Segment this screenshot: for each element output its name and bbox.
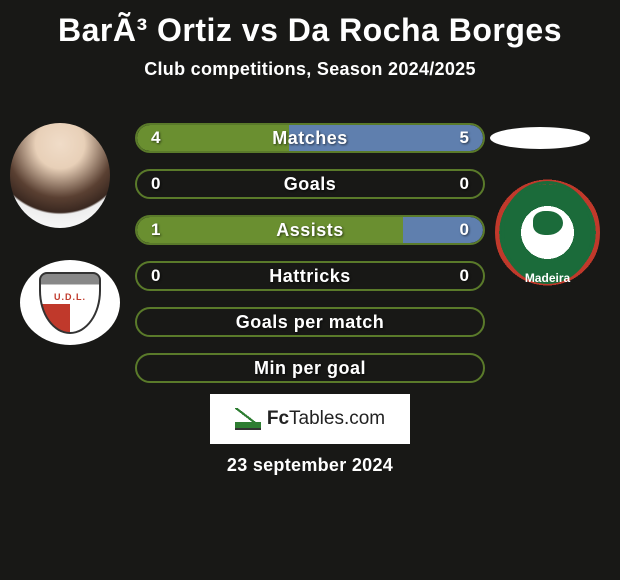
comparison-subtitle: Club competitions, Season 2024/2025 [0,59,620,80]
stat-value-right: 0 [446,263,483,289]
stat-row-mpg: Min per goal [135,353,485,383]
stat-label: Goals [137,171,483,197]
stat-row-gpm: Goals per match [135,307,485,337]
club-right-text: Madeira [495,271,600,285]
player-right-badge [490,127,590,149]
club-logo-left [20,260,120,345]
lion-icon [533,211,563,235]
stat-bars: 4 Matches 5 0 Goals 0 1 Assists 0 0 Hatt… [135,123,485,399]
shield-icon [39,272,101,334]
stat-value-right: 0 [446,171,483,197]
brand-text: FcTables.com [267,408,385,430]
stat-row-matches: 4 Matches 5 [135,123,485,153]
brand-box: FcTables.com [210,394,410,444]
player-left-photo [10,123,110,228]
stat-row-assists: 1 Assists 0 [135,215,485,245]
stat-row-hattricks: 0 Hattricks 0 [135,261,485,291]
stat-label: Hattricks [137,263,483,289]
club-logo-right: Madeira [495,175,600,290]
snapshot-date: 23 september 2024 [0,455,620,476]
stat-value-right: 0 [446,217,483,243]
comparison-title: BarÃ³ Ortiz vs Da Rocha Borges [0,0,620,49]
stat-label: Goals per match [236,312,385,333]
stat-row-goals: 0 Goals 0 [135,169,485,199]
stat-label: Assists [137,217,483,243]
stat-label: Min per goal [254,358,366,379]
stat-label: Matches [137,125,483,151]
chart-icon [235,408,261,430]
stat-value-right: 5 [446,125,483,151]
